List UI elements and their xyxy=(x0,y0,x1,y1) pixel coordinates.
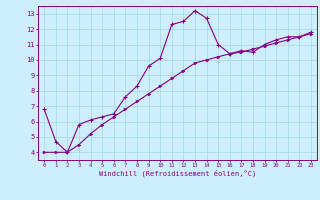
X-axis label: Windchill (Refroidissement éolien,°C): Windchill (Refroidissement éolien,°C) xyxy=(99,170,256,177)
